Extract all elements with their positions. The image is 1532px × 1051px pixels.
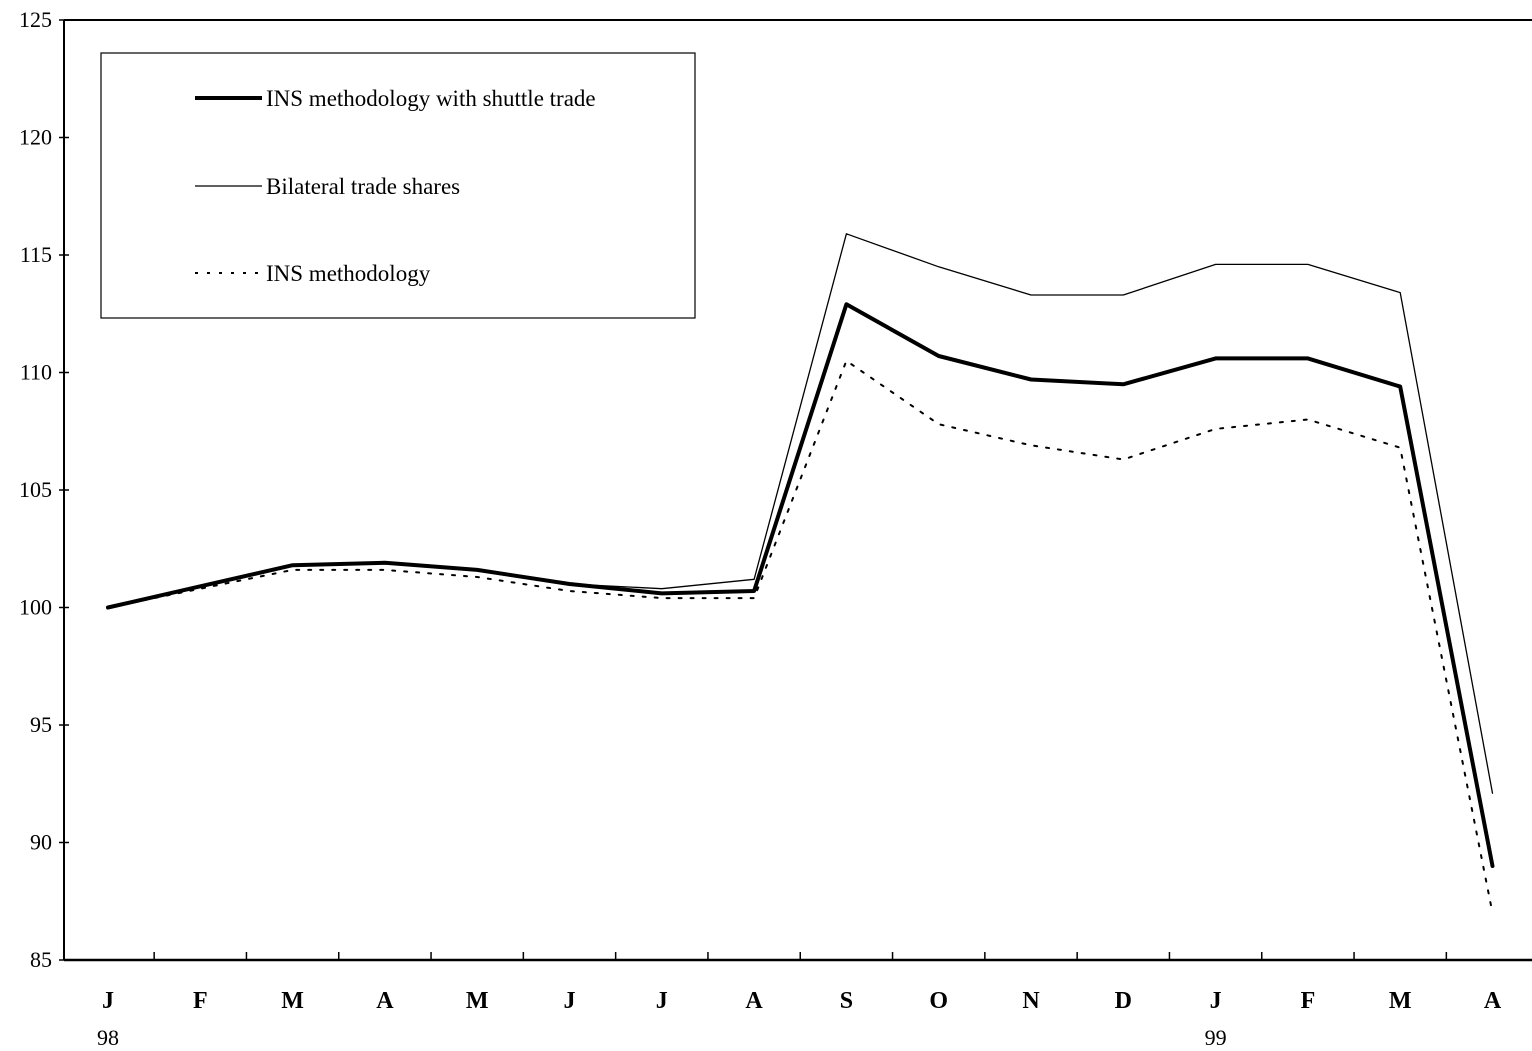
y-tick-label: 110	[20, 360, 52, 385]
x-tick-label: F	[1301, 988, 1316, 1014]
x-tick-label: N	[1022, 988, 1040, 1014]
year-label: 98	[97, 1025, 119, 1050]
plot-lines	[106, 233, 1495, 914]
x-tick-label: S	[840, 988, 853, 1014]
x-tick-label: A	[745, 988, 763, 1014]
x-tick-label: F	[193, 988, 208, 1014]
y-tick-label: 120	[19, 125, 52, 150]
x-tick-label: J	[656, 988, 668, 1014]
y-tick-label: 100	[19, 595, 52, 620]
legend-label-1: Bilateral trade shares	[266, 174, 460, 199]
legend-label-2: INS methodology	[266, 261, 431, 286]
y-tick-label: 125	[19, 7, 52, 32]
x-tick-label: A	[376, 988, 394, 1014]
y-tick-label: 95	[30, 712, 52, 737]
y-axis: 125 120 115 110 105 100 95 90 85	[19, 7, 1532, 972]
x-tick-label: M	[281, 988, 304, 1014]
y-tick-label: 90	[30, 830, 52, 855]
series-line-0	[106, 302, 1495, 868]
legend-label-0: INS methodology with shuttle trade	[266, 86, 596, 111]
x-axis: J F M A M J J A S O N D J F M A 98 99	[64, 952, 1532, 1050]
x-tick-label: M	[466, 988, 489, 1014]
y-tick-label: 85	[30, 947, 52, 972]
year-label: 99	[1205, 1025, 1227, 1050]
legend: INS methodology with shuttle trade Bilate…	[100, 52, 696, 319]
x-tick-label: M	[1389, 988, 1412, 1014]
x-tick-label: J	[564, 988, 576, 1014]
x-tick-label: J	[1210, 988, 1222, 1014]
x-tick-label: D	[1115, 988, 1132, 1014]
y-tick-label: 105	[19, 477, 52, 502]
x-tick-label: O	[929, 988, 948, 1014]
x-tick-label: J	[102, 988, 114, 1014]
x-tick-label: A	[1484, 988, 1502, 1014]
y-tick-label: 115	[20, 242, 52, 267]
